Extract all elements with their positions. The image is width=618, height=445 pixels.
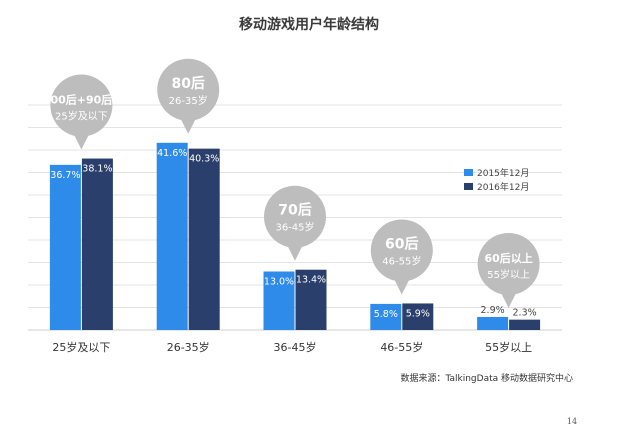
bubble-circle (370, 219, 433, 282)
bubble-circle (264, 185, 326, 248)
annotation-bubble: 80后 26-35岁 (157, 58, 220, 134)
bubble-age-label: 46-55岁 (382, 254, 421, 267)
data-label: 41.6% (157, 148, 187, 159)
bubble-circle (477, 232, 540, 295)
bar-2015 (477, 316, 509, 330)
data-label: 2.9% (481, 305, 505, 316)
bubble-tail (498, 287, 519, 308)
bar-2016 (295, 269, 327, 330)
bubble-circle (50, 74, 113, 137)
bar-2016 (509, 319, 541, 330)
bubble-tail (391, 274, 412, 295)
data-labels: 36.7%38.1% 41.6%40.3% 13.0% 13.4% 5.8% 5.9% 2.… (50, 148, 536, 320)
bar-2016 (402, 303, 434, 330)
page-number: 14 (567, 417, 577, 426)
bar-2015 (156, 142, 188, 330)
bubble-generation-label: 70后 (278, 202, 311, 219)
bar-2015 (370, 303, 402, 330)
bubble-tail (285, 240, 305, 261)
annotation-bubble: 60后以上 55岁以上 (477, 232, 540, 308)
category-label: 55岁以上 (485, 340, 532, 354)
data-label: 13.4% (296, 275, 326, 286)
data-label: 40.3% (189, 154, 219, 165)
bubble-age-label: 55岁以上 (487, 268, 530, 281)
annotation-bubble: 70后 36-45岁 (264, 185, 326, 261)
bubble-generation-label: 60后 (385, 235, 418, 252)
data-label: 13.0% (264, 277, 294, 288)
data-label: 38.1% (82, 164, 112, 175)
chart-title: 移动游戏用户年龄结构 (239, 16, 379, 33)
bubble-circle (157, 58, 220, 121)
legend-label: 2015年12月 (477, 167, 529, 179)
category-label: 25岁及以下 (52, 340, 110, 354)
data-label: 5.8% (374, 309, 398, 320)
bubble-generation-label: 80后 (171, 75, 204, 92)
annotation-bubbles: 00后+90后 25岁及以下 80后 26-35岁 70后 36-45岁 60后 46-55岁… (50, 58, 540, 308)
bubble-generation-label: 00后+90后 (50, 93, 112, 107)
bar-2016 (81, 158, 113, 330)
category-label: 36-45岁 (274, 340, 317, 354)
bubble-age-label: 36-45岁 (275, 221, 314, 234)
bar-2015 (49, 164, 81, 330)
bubble-tail (71, 129, 92, 150)
bars (49, 142, 541, 330)
bubble-tail (178, 113, 199, 134)
bar-2016 (188, 148, 220, 330)
data-label: 36.7% (50, 170, 80, 181)
annotation-bubble: 00后+90后 25岁及以下 (50, 74, 113, 150)
category-label: 46-55岁 (380, 340, 423, 354)
data-label: 5.9% (406, 308, 430, 319)
bar-2015 (263, 271, 295, 330)
legend-label: 2016年12月 (477, 181, 529, 193)
bubble-age-label: 26-35岁 (169, 94, 208, 107)
category-labels: 25岁及以下 26-35岁 36-45岁 46-55岁 55岁以上 (52, 340, 532, 354)
legend-swatch (464, 169, 473, 176)
bubble-generation-label: 60后以上 (484, 251, 532, 265)
annotation-bubble: 60后 46-55岁 (370, 219, 433, 295)
legend: 2015年12月 2016年12月 (464, 167, 529, 193)
data-source: 数据来源：TalkingData 移动数据研究中心 (400, 372, 573, 384)
bubble-age-label: 25岁及以下 (55, 110, 108, 123)
legend-swatch (464, 183, 473, 190)
category-label: 26-35岁 (167, 340, 210, 354)
data-label: 2.3% (513, 308, 537, 319)
